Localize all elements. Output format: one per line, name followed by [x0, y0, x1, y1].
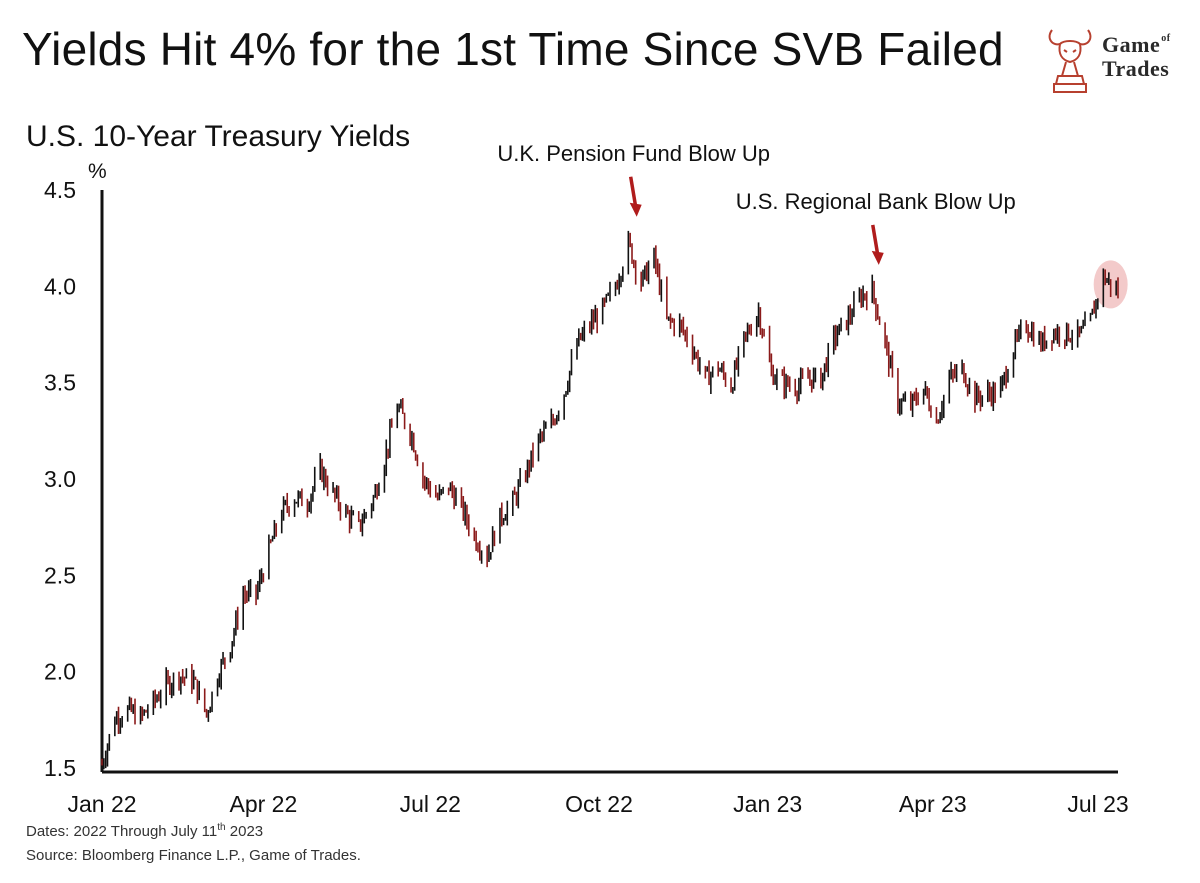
y-tick-label: 3.5 — [44, 370, 76, 396]
page-title: Yields Hit 4% for the 1st Time Since SVB… — [22, 23, 1004, 75]
logo-word-trades: Trades — [1102, 56, 1170, 81]
source-footnote: Source: Bloomberg Finance L.P., Game of … — [26, 847, 361, 864]
x-tick-label: Oct 22 — [565, 791, 633, 817]
chart-title: U.S. 10-Year Treasury Yields — [26, 120, 411, 153]
y-tick-label: 4.0 — [44, 273, 76, 299]
y-tick-label: 2.5 — [44, 562, 76, 588]
annotation-arrow-head — [629, 202, 642, 217]
y-tick-label: 3.0 — [44, 466, 76, 492]
dates-footnote: Dates: 2022 Through July 11th 2023 — [26, 822, 263, 840]
x-tick-label: Jul 23 — [1067, 791, 1128, 817]
logo-word-game: Game — [1102, 32, 1161, 57]
x-tick-label: Apr 23 — [899, 791, 967, 817]
y-tick-label: 2.0 — [44, 659, 76, 685]
x-tick-label: Jul 22 — [400, 791, 461, 817]
x-tick-label: Apr 22 — [230, 791, 298, 817]
annotation-arrow-shaft — [628, 176, 638, 208]
y-tick-label: 4.5 — [44, 177, 76, 203]
game-of-trades-logo: Gameof Trades — [1042, 20, 1192, 100]
annotation-arrow-head — [871, 250, 884, 265]
y-tick-label: 1.5 — [44, 755, 76, 781]
logo-word-of: of — [1161, 33, 1171, 44]
dates-superscript: th — [217, 822, 226, 833]
bull-knight-logo-icon — [1048, 29, 1092, 93]
x-tick-label: Jan 23 — [733, 791, 802, 817]
annotation-label: U.S. Regional Bank Blow Up — [736, 189, 1016, 214]
dates-suffix: 2023 — [225, 823, 264, 840]
x-tick-label: Jan 22 — [67, 791, 136, 817]
y-axis-unit-label: % — [88, 160, 107, 183]
annotation-label: U.K. Pension Fund Blow Up — [497, 141, 770, 166]
dates-prefix: Dates: 2022 Through July 11 — [26, 823, 218, 840]
annotation-arrow-shaft — [871, 224, 880, 256]
